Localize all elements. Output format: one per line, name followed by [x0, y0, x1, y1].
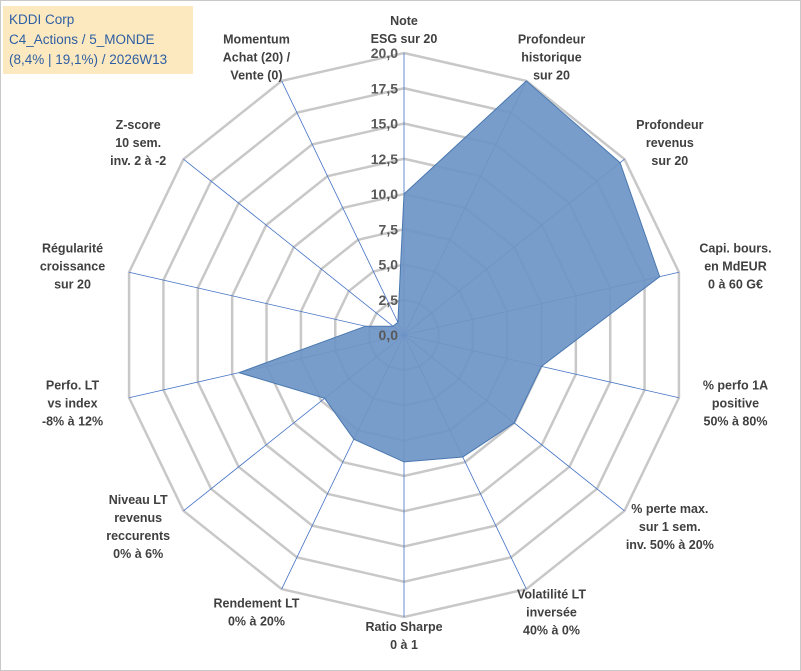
tick-label-6: 15,0: [371, 116, 398, 132]
tick-label-3: 7,5: [379, 221, 399, 237]
axis-label-line: revenus: [646, 136, 694, 150]
axis-label-line: inv. 50% à 20%: [626, 538, 714, 552]
axis-label-line: Achat (20) /: [223, 51, 291, 65]
company-name: KDDI Corp: [9, 12, 75, 27]
tick-label-0: 0,0: [379, 327, 399, 343]
axis-label-line: % perte max.: [631, 502, 708, 516]
axis-label-line: en MdEUR: [704, 259, 767, 273]
tick-label-4: 10,0: [371, 186, 398, 202]
radial-tick-labels: 0,0 2,5 5,0 7,5 10,0 12,5 15,0 17,5 20,0: [371, 45, 398, 343]
axis-label-line: Régularité: [42, 241, 103, 255]
axis-label-line: Z-score: [116, 118, 161, 132]
portfolio-name: C4_Actions / 5_MONDE: [9, 32, 155, 47]
axis-label-5: % perte max. sur 1 sem. inv. 50% à 20%: [626, 502, 714, 552]
radar-series: [237, 80, 661, 463]
axis-label-line: Ratio Sharpe: [365, 620, 442, 634]
tick-label-7: 17,5: [371, 80, 398, 96]
axis-label-10: Perfo. LT vs index -8% à 12%: [42, 379, 103, 429]
axis-labels: Note ESG sur 20 Profondeur historique sur 20…: [40, 14, 772, 652]
axis-label-line: Volatilité LT: [517, 587, 586, 601]
spoke-11: [128, 271, 405, 336]
axis-label-line: inv. 2 à -2: [110, 154, 166, 168]
axis-label-line: positive: [712, 397, 759, 411]
axis-label-line: revenus: [114, 511, 162, 525]
tick-label-8: 20,0: [371, 45, 398, 61]
axis-label-line: ESG sur 20: [371, 32, 438, 46]
axis-label-9: Niveau LT revenus reccurents 0% à 6%: [106, 493, 170, 561]
axis-label-line: historique: [521, 51, 581, 65]
axis-label-line: -8% à 12%: [42, 415, 103, 429]
axis-label-line: Perfo. LT: [46, 379, 100, 393]
axis-label-line: Momentum: [223, 33, 290, 47]
axis-label-line: 40% à 0%: [523, 623, 580, 637]
axis-label-line: sur 1 sem.: [639, 520, 701, 534]
spoke-12: [183, 158, 405, 336]
axis-label-8: Rendement LT 0% à 20%: [214, 596, 300, 628]
axis-label-line: % perfo 1A: [703, 379, 768, 393]
axis-label-line: sur 20: [533, 69, 570, 83]
axis-label-line: 10 sem.: [115, 136, 161, 150]
axis-label-11: Régularité croissance sur 20: [40, 241, 105, 291]
axis-label-line: sur 20: [54, 277, 91, 291]
tick-label-2: 5,0: [379, 257, 399, 273]
axis-label-line: sur 20: [651, 154, 688, 168]
axis-label-3: Capi. bours. en MdEUR 0 à 60 G€: [699, 241, 771, 291]
axis-label-line: 0 à 60 G€: [708, 277, 763, 291]
axis-label-line: 0 à 1: [390, 638, 418, 652]
axis-label-line: reccurents: [106, 529, 170, 543]
axis-label-6: Volatilité LT inversée 40% à 0%: [517, 587, 586, 637]
tick-label-1: 2,5: [379, 292, 399, 308]
spoke-13: [281, 80, 405, 336]
axis-label-line: croissance: [40, 259, 105, 273]
stats-week: (8,4% | 19,1%) / 2026W13: [9, 52, 168, 67]
axis-label-0: Note ESG sur 20: [371, 14, 438, 46]
axis-label-line: Note: [390, 14, 418, 28]
axis-label-4: % perfo 1A positive 50% à 80%: [703, 379, 768, 429]
axis-label-line: Rendement LT: [214, 596, 300, 610]
tick-label-5: 12,5: [371, 151, 398, 167]
axis-label-line: Vente (0): [230, 69, 282, 83]
axis-label-1: Profondeur historique sur 20: [518, 33, 585, 83]
axis-label-2: Profondeur revenus sur 20: [636, 118, 703, 168]
axis-label-12: Z-score 10 sem. inv. 2 à -2: [110, 118, 166, 168]
axis-label-line: inversée: [526, 605, 577, 619]
axis-label-line: 0% à 20%: [228, 614, 285, 628]
axis-label-line: Profondeur: [518, 33, 585, 47]
chart-info-box: KDDI Corp C4_Actions / 5_MONDE (8,4% | 1…: [3, 6, 193, 74]
axis-label-line: 0% à 6%: [113, 547, 163, 561]
axis-label-line: Niveau LT: [109, 493, 168, 507]
axis-label-line: 50% à 80%: [704, 415, 768, 429]
axis-label-line: vs index: [48, 397, 98, 411]
axis-label-7: Ratio Sharpe 0 à 1: [365, 620, 442, 652]
axis-label-line: Profondeur: [636, 118, 703, 132]
axis-label-13: Momentum Achat (20) / Vente (0): [223, 33, 291, 83]
axis-label-line: Capi. bours.: [699, 241, 771, 255]
